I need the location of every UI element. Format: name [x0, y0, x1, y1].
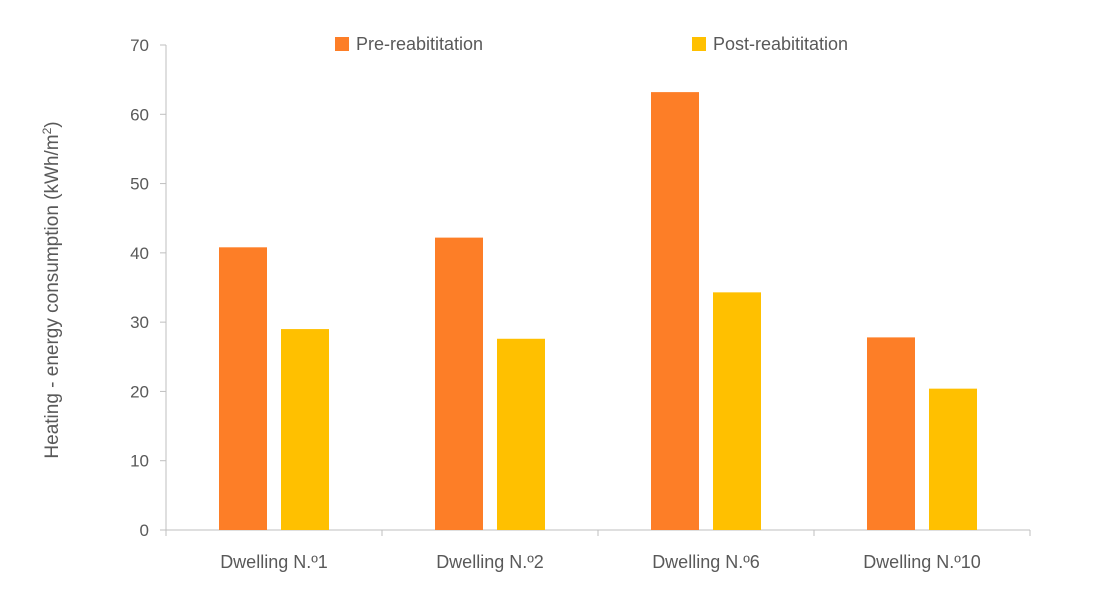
y-axis-title: Heating - energy consumption (kWh/m2) [40, 121, 63, 458]
bar-post-2 [497, 338, 545, 530]
x-tick-label: Dwelling N.º2 [436, 552, 544, 572]
y-tick-label: 50 [130, 175, 149, 194]
x-tick-label: Dwelling N.º1 [220, 552, 328, 572]
y-tick-label: 30 [130, 313, 149, 332]
bar-post-4 [929, 388, 977, 530]
bar-pre-2 [435, 237, 483, 530]
bar-pre-4 [867, 337, 915, 530]
legend: Pre-reabititation Post-reabititation [335, 34, 848, 54]
legend-label-post: Post-reabititation [713, 34, 848, 54]
y-axis-title-suffix: ) [42, 121, 63, 127]
y-axis-title-superscript: 2 [40, 127, 54, 134]
y-tick-label: 10 [130, 452, 149, 471]
y-tick-label: 0 [140, 521, 149, 540]
bar-pre-1 [219, 247, 267, 531]
bar-post-1 [281, 329, 329, 530]
legend-swatch-pre [335, 37, 349, 51]
labels: 0 10 20 30 40 50 60 70 Dwelling N.º1 Dwelling N.º… [130, 36, 981, 572]
y-axis-title-main: Heating - energy consumption (kWh/m [42, 134, 63, 458]
bar-post-3 [713, 292, 761, 530]
y-tick-label: 70 [130, 36, 149, 55]
x-tick-label: Dwelling N.º10 [863, 552, 981, 572]
bars [219, 92, 977, 531]
y-tick-label: 60 [130, 105, 149, 124]
x-tick-label: Dwelling N.º6 [652, 552, 760, 572]
legend-swatch-post [692, 37, 706, 51]
legend-label-pre: Pre-reabititation [356, 34, 483, 54]
y-tick-label: 20 [130, 382, 149, 401]
y-tick-label: 40 [130, 244, 149, 263]
bar-pre-3 [651, 92, 699, 530]
